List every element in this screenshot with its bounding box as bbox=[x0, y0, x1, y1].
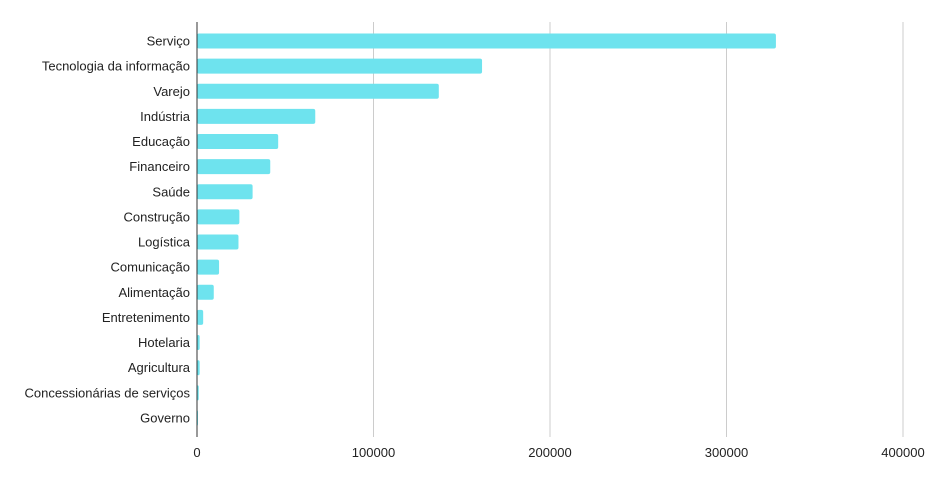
category-label: Educação bbox=[132, 134, 190, 149]
x-tick-label: 100000 bbox=[352, 445, 395, 460]
bar bbox=[197, 284, 214, 300]
bar bbox=[197, 234, 239, 250]
bar bbox=[197, 209, 240, 225]
category-label: Comunicação bbox=[111, 260, 191, 275]
category-label: Indústria bbox=[140, 109, 191, 124]
x-tick-label: 400000 bbox=[881, 445, 924, 460]
x-tick-label: 0 bbox=[193, 445, 200, 460]
category-label: Alimentação bbox=[118, 285, 190, 300]
bar bbox=[197, 184, 253, 200]
gridlines bbox=[373, 22, 904, 437]
bar bbox=[197, 360, 200, 376]
category-label: Saúde bbox=[152, 184, 190, 199]
bar bbox=[197, 259, 220, 275]
category-label: Logística bbox=[138, 235, 191, 250]
x-tick-label: 200000 bbox=[528, 445, 571, 460]
category-labels: Serviço Tecnologia da informação Varejo Ind… bbox=[25, 34, 191, 426]
x-tick-labels: 0 100000 200000 300000 400000 bbox=[193, 445, 924, 460]
category-label: Concessionárias de serviços bbox=[25, 385, 191, 400]
category-label: Tecnologia da informação bbox=[42, 59, 190, 74]
category-label: Governo bbox=[140, 410, 190, 425]
bar bbox=[197, 134, 279, 150]
category-label: Serviço bbox=[147, 34, 190, 49]
category-label: Hotelaria bbox=[138, 335, 191, 350]
category-label: Entretenimento bbox=[102, 310, 190, 325]
bar bbox=[197, 33, 776, 49]
category-label: Financeiro bbox=[129, 159, 190, 174]
category-label: Agricultura bbox=[128, 360, 191, 375]
bar bbox=[197, 335, 200, 351]
bar bbox=[197, 58, 483, 74]
bar bbox=[197, 83, 439, 99]
bar bbox=[197, 159, 271, 175]
category-label: Construção bbox=[124, 209, 190, 224]
bar bbox=[197, 108, 316, 124]
category-label: Varejo bbox=[153, 84, 190, 99]
bars bbox=[197, 33, 776, 426]
x-tick-label: 300000 bbox=[705, 445, 748, 460]
bar bbox=[197, 309, 204, 325]
